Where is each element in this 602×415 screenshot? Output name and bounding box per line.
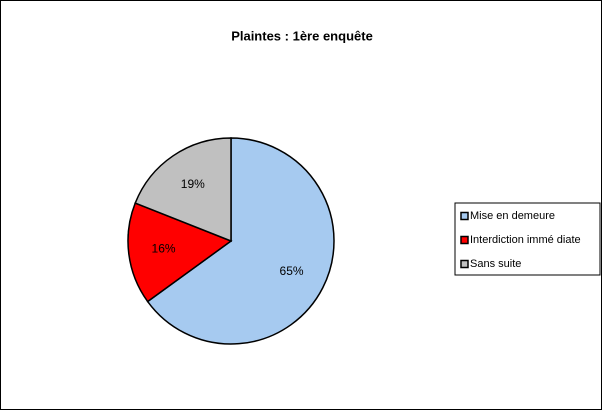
legend-swatch [460, 259, 469, 269]
legend-swatch [460, 235, 469, 245]
legend-label: Interdiction immé diate [470, 234, 581, 246]
legend-swatch [460, 211, 469, 221]
pie-slice [127, 202, 233, 303]
data-label: 19% [181, 177, 205, 191]
legend-label: Mise en demeure [470, 210, 555, 222]
chart-title: Plaintes : 1ère enquête [231, 28, 373, 43]
pie-slice [146, 137, 335, 345]
legend-label: Sans suite [470, 258, 521, 270]
legend-box [454, 202, 601, 276]
data-label: 65% [280, 264, 304, 278]
data-label: 16% [152, 242, 176, 256]
pie-slice [134, 137, 232, 243]
